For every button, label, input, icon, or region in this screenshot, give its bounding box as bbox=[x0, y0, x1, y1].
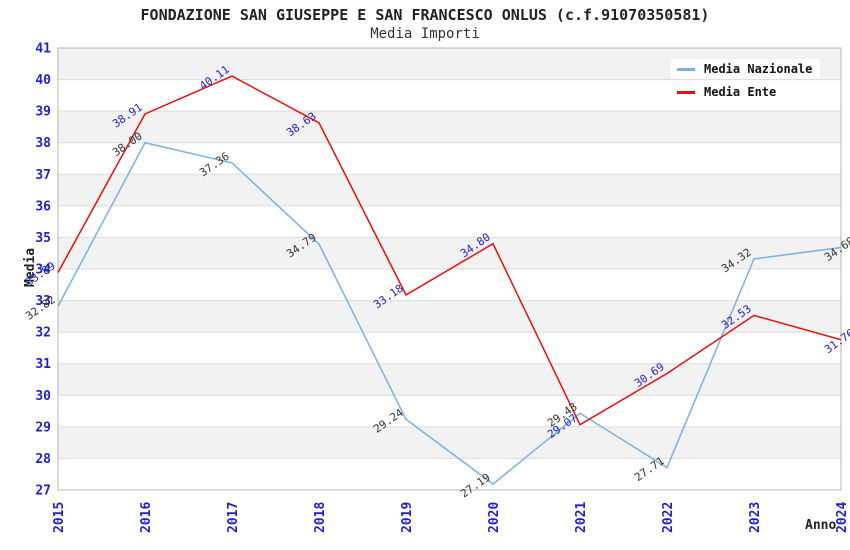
y-tick-label: 36 bbox=[35, 199, 51, 214]
y-tick-label: 32 bbox=[35, 326, 51, 341]
grid-band bbox=[58, 237, 841, 269]
chart-title: FONDAZIONE SAN GIUSEPPE E SAN FRANCESCO … bbox=[140, 6, 710, 24]
point-label-media-nazionale: 27.19 bbox=[458, 471, 493, 501]
legend-item-media-ente: Media Ente bbox=[671, 82, 785, 102]
y-tick-label: 39 bbox=[35, 105, 51, 120]
legend-label-media-ente: Media Ente bbox=[704, 85, 777, 99]
x-tick-label: 2022 bbox=[661, 502, 676, 533]
x-tick-label: 2016 bbox=[139, 502, 154, 533]
y-tick-label: 33 bbox=[35, 294, 51, 309]
x-tick-label: 2024 bbox=[835, 502, 850, 533]
chart-subtitle: Media Importi bbox=[370, 26, 480, 42]
y-tick-label: 27 bbox=[35, 484, 51, 499]
x-tick-label: 2017 bbox=[226, 502, 241, 533]
x-axis-title: Anno bbox=[805, 518, 836, 533]
y-tick-label: 38 bbox=[35, 136, 51, 151]
legend-line-swatch-nazionale-icon bbox=[677, 67, 695, 71]
legend-item-media-nazionale: Media Nazionale bbox=[671, 59, 821, 79]
x-tick-label: 2018 bbox=[313, 502, 328, 533]
y-tick-label: 34 bbox=[35, 263, 51, 278]
y-tick-label: 28 bbox=[35, 452, 51, 467]
x-tick-label: 2019 bbox=[400, 502, 415, 533]
x-tick-label: 2015 bbox=[52, 502, 67, 533]
line-media-nazionale bbox=[57, 141, 842, 485]
y-tick-label: 35 bbox=[35, 231, 51, 246]
grid-band bbox=[58, 426, 841, 459]
y-tick-label: 29 bbox=[35, 420, 51, 435]
line-media-ente bbox=[57, 75, 842, 426]
y-tick-label: 40 bbox=[35, 73, 51, 88]
y-tick-label: 30 bbox=[35, 389, 51, 404]
grid-band bbox=[58, 174, 841, 206]
grid-band bbox=[58, 300, 841, 333]
y-axis-title: Media bbox=[23, 248, 38, 287]
y-tick-label: 31 bbox=[35, 357, 51, 372]
y-tick-label: 37 bbox=[35, 168, 51, 183]
legend-label-media-nazionale: Media Nazionale bbox=[704, 62, 813, 76]
legend: Media Nazionale Media Ente bbox=[671, 59, 821, 102]
x-tick-label: 2020 bbox=[487, 502, 502, 533]
grid-band bbox=[58, 111, 841, 143]
grid-band bbox=[58, 363, 841, 396]
legend-line-swatch-ente-icon bbox=[677, 90, 695, 94]
plot-border bbox=[57, 47, 842, 491]
y-tick-label: 41 bbox=[35, 42, 51, 57]
x-tick-label: 2023 bbox=[748, 502, 763, 533]
x-tick-label: 2021 bbox=[574, 502, 589, 533]
